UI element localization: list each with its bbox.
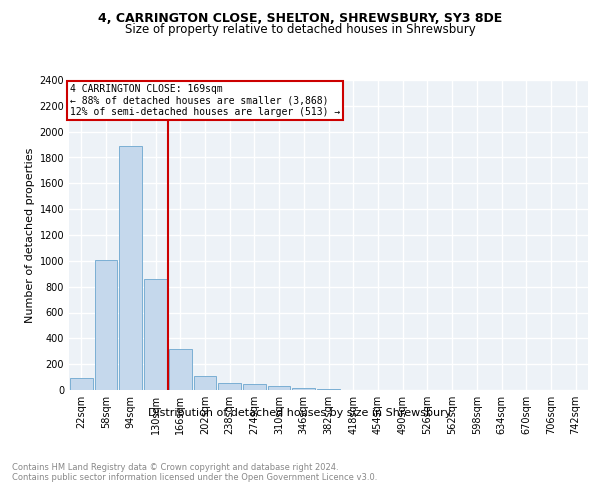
Text: Contains HM Land Registry data © Crown copyright and database right 2024.: Contains HM Land Registry data © Crown c… xyxy=(12,462,338,471)
Bar xyxy=(169,350,191,390)
Text: Size of property relative to detached houses in Shrewsbury: Size of property relative to detached ho… xyxy=(125,22,475,36)
Text: Distribution of detached houses by size in Shrewsbury: Distribution of detached houses by size … xyxy=(148,408,452,418)
Text: 4, CARRINGTON CLOSE, SHELTON, SHREWSBURY, SY3 8DE: 4, CARRINGTON CLOSE, SHELTON, SHREWSBURY… xyxy=(98,12,502,26)
Text: 4 CARRINGTON CLOSE: 169sqm
← 88% of detached houses are smaller (3,868)
12% of s: 4 CARRINGTON CLOSE: 169sqm ← 88% of deta… xyxy=(70,84,340,117)
Bar xyxy=(194,376,216,390)
Bar xyxy=(243,384,266,390)
Bar xyxy=(292,388,315,390)
Bar xyxy=(119,146,142,390)
Bar xyxy=(95,260,118,390)
Bar xyxy=(268,386,290,390)
Text: Contains public sector information licensed under the Open Government Licence v3: Contains public sector information licen… xyxy=(12,472,377,482)
Bar xyxy=(218,383,241,390)
Y-axis label: Number of detached properties: Number of detached properties xyxy=(25,148,35,322)
Bar xyxy=(144,279,167,390)
Bar xyxy=(70,378,93,390)
